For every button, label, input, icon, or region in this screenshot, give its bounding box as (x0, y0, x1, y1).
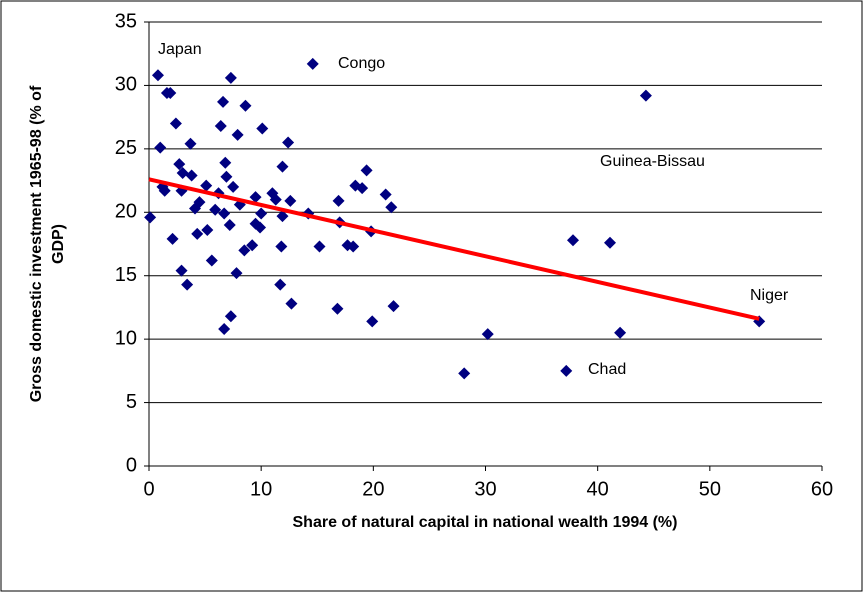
point (379, 188, 392, 201)
point (604, 236, 617, 249)
y-tick-label: 35 (115, 10, 137, 32)
point (313, 240, 326, 253)
point (181, 278, 194, 291)
point (151, 69, 164, 82)
point (331, 302, 344, 315)
point (256, 122, 269, 135)
trendline (148, 177, 760, 321)
y-axis-label-line: Gross domestic investment 1965-98 (% of (28, 85, 45, 402)
point (144, 211, 157, 224)
point (639, 89, 652, 102)
point (284, 194, 297, 207)
y-axis-label: Gross domestic investment 1965-98 (% of … (28, 85, 67, 402)
point (218, 322, 231, 335)
point (224, 310, 237, 323)
point (276, 160, 289, 173)
point (173, 158, 186, 171)
point (238, 244, 251, 257)
point (560, 364, 573, 377)
x-tick-label: 60 (811, 478, 833, 500)
point (614, 326, 627, 339)
annotation: Chad (588, 361, 626, 378)
point (220, 170, 233, 183)
point (169, 117, 182, 130)
y-tick-label: 10 (115, 327, 137, 349)
point (154, 141, 167, 154)
x-tick-label: 10 (250, 478, 272, 500)
x-tick-label: 50 (699, 478, 721, 500)
point (164, 87, 177, 100)
point (200, 179, 213, 192)
point (275, 240, 288, 253)
point (274, 278, 287, 291)
point (366, 315, 379, 328)
point (176, 166, 189, 179)
point (201, 224, 214, 237)
point (306, 57, 319, 70)
point (269, 193, 282, 206)
point (227, 180, 240, 193)
point (239, 99, 252, 112)
point (254, 221, 267, 234)
point (246, 239, 259, 252)
point (214, 120, 227, 133)
y-tick-label: 25 (115, 137, 137, 159)
point (282, 136, 295, 149)
point (224, 71, 237, 84)
point (223, 218, 236, 231)
point (356, 182, 369, 195)
y-tick-label: 15 (115, 264, 137, 286)
point (566, 234, 579, 247)
point (230, 267, 243, 280)
y-tick-label: 5 (126, 391, 137, 413)
point (191, 227, 204, 240)
point (219, 156, 232, 169)
x-tick-label: 30 (474, 478, 496, 500)
point (175, 264, 188, 277)
point (387, 300, 400, 313)
point (205, 254, 218, 267)
point (255, 207, 268, 220)
point (184, 137, 197, 150)
annotation: Japan (158, 41, 202, 58)
y-tick-label: 20 (115, 201, 137, 223)
point (166, 232, 179, 245)
point (193, 196, 206, 209)
y-tick-label: 30 (115, 74, 137, 96)
x-tick-label: 0 (143, 478, 154, 500)
x-tick-label: 20 (362, 478, 384, 500)
point (231, 128, 244, 141)
point (385, 201, 398, 214)
point (481, 328, 494, 341)
point (185, 169, 198, 182)
point (458, 367, 471, 380)
point (218, 207, 231, 220)
x-axis-label: Share of natural capital in national wea… (293, 514, 678, 531)
point (360, 164, 373, 177)
annotation: Guinea-Bissau (600, 153, 705, 170)
point (276, 210, 289, 223)
point (209, 203, 222, 216)
y-axis-label-line: GDP) (50, 224, 67, 264)
point (347, 240, 360, 253)
annotation: Niger (750, 287, 789, 304)
point (285, 297, 298, 310)
y-tick-label: 0 (126, 454, 137, 476)
x-tick-label: 40 (587, 478, 609, 500)
point (332, 194, 345, 207)
point (249, 191, 262, 204)
point (217, 95, 230, 108)
annotation: Congo (338, 55, 385, 72)
